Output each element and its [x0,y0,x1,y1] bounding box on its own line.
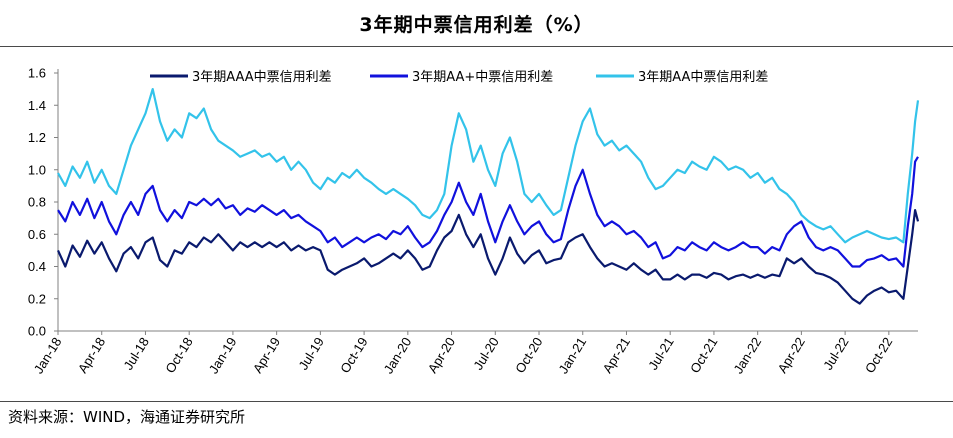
legend-label-2: 3年期AA+中票信用利差 [412,70,553,85]
y-tick-label: 0.0 [28,324,46,339]
series-line-3 [57,88,920,244]
legend: 3年期AAA中票信用利差 3年期AA+中票信用利差 3年期AA中票信用利差 [150,70,768,85]
x-tick-label: Jan-18 [31,335,65,377]
y-tick-label: 0.8 [28,195,46,210]
x-tick-label: Jul-18 [121,335,152,373]
y-tick-label: 1.4 [28,98,46,113]
x-tick-label: Oct-20 [512,335,545,376]
x-tick-label: Oct-22 [862,335,895,376]
x-tick-label: Jan-21 [556,335,590,377]
series-line-1 [56,209,920,305]
legend-label-3: 3年期AA中票信用利差 [638,70,768,85]
y-tick-label: 1.2 [28,130,46,145]
legend-label-1: 3年期AAA中票信用利差 [192,70,332,85]
x-tick-label: Oct-21 [687,335,720,376]
y-tick-label: 1.6 [28,66,46,81]
x-tick-label: Apr-19 [250,335,283,376]
series-line-2 [57,156,919,268]
x-tick-label: Jan-20 [381,335,415,377]
x-tick-label: Jul-21 [645,335,676,373]
title-bar: 3年期中票信用利差（%） [0,0,953,48]
x-tick-label: Jul-20 [470,335,501,373]
y-tick-label: 0.4 [28,259,46,274]
top-divider [0,46,953,47]
axes: 0.0 0.2 0.4 0.6 0.8 1.0 1.2 1.4 1.6 Jan-18 Apr-18 J… [28,66,918,377]
series-lines [56,88,920,305]
x-tick-label: Oct-18 [162,335,195,376]
x-tick-label: Oct-19 [337,335,370,376]
x-tick-label: Jul-22 [820,335,851,373]
x-tick-label: Apr-18 [75,335,108,376]
bottom-divider [0,401,953,402]
x-tick-label: Apr-22 [775,335,808,376]
x-tick-label: Jan-19 [206,335,240,377]
x-tick-label: Apr-21 [600,335,633,376]
y-tick-label: 0.6 [28,227,46,242]
source-note: 资料来源：WIND，海通证券研究所 [8,408,246,426]
x-tick-label: Jul-19 [295,335,326,373]
y-tick-label: 0.2 [28,291,46,306]
chart-title: 3年期中票信用利差（%） [359,14,594,36]
x-tick-label: Apr-20 [425,335,458,376]
y-tick-label: 1.0 [28,162,46,177]
x-tick-label: Jan-22 [730,335,764,377]
line-chart: 0.0 0.2 0.4 0.6 0.8 1.0 1.2 1.4 1.6 Jan-18 Apr-18 J… [28,66,920,377]
